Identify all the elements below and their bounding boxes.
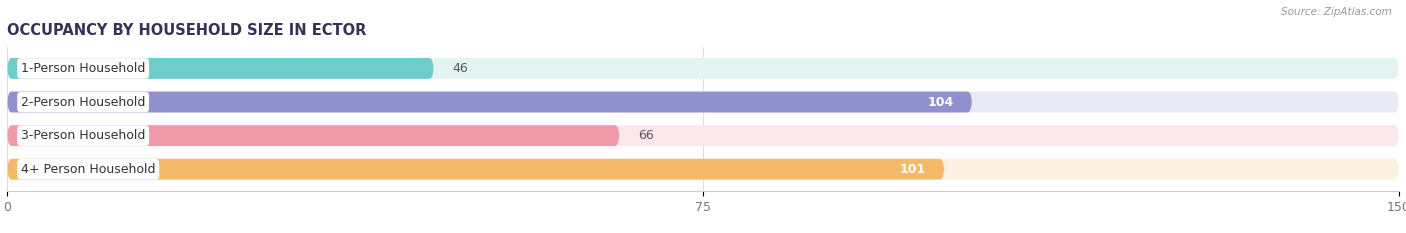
FancyBboxPatch shape [7,58,1399,79]
Text: OCCUPANCY BY HOUSEHOLD SIZE IN ECTOR: OCCUPANCY BY HOUSEHOLD SIZE IN ECTOR [7,24,367,38]
Text: 101: 101 [900,163,925,176]
Text: 46: 46 [453,62,468,75]
FancyBboxPatch shape [7,92,1399,113]
Text: 3-Person Household: 3-Person Household [21,129,145,142]
FancyBboxPatch shape [7,125,1399,146]
Text: 104: 104 [928,96,953,109]
FancyBboxPatch shape [7,92,972,113]
Text: Source: ZipAtlas.com: Source: ZipAtlas.com [1281,7,1392,17]
FancyBboxPatch shape [7,159,1399,180]
Text: 1-Person Household: 1-Person Household [21,62,145,75]
Text: 66: 66 [638,129,654,142]
Text: 2-Person Household: 2-Person Household [21,96,145,109]
FancyBboxPatch shape [7,58,434,79]
FancyBboxPatch shape [7,159,945,180]
FancyBboxPatch shape [7,125,620,146]
Text: 4+ Person Household: 4+ Person Household [21,163,156,176]
